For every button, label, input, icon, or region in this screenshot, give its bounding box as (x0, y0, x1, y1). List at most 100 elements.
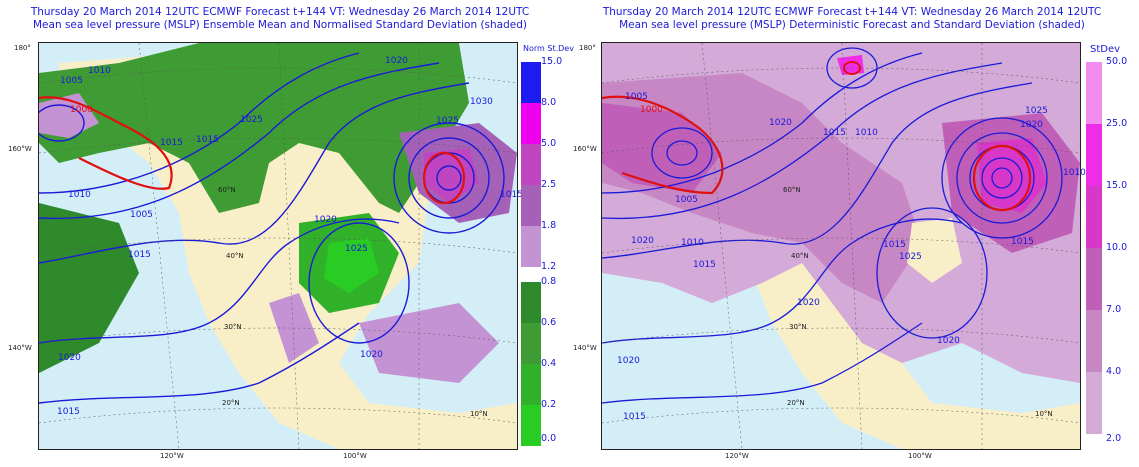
legend-swatch (521, 103, 541, 144)
isobar-1000-west (39, 96, 173, 190)
lat-label-180: 180° (579, 44, 596, 52)
isobar-label: 1015 (128, 250, 151, 260)
shade-green-bright (324, 238, 379, 293)
lat-label-160w: 160°W (8, 145, 32, 153)
shade-green-south (39, 203, 139, 373)
left-title-line2: Mean sea level pressure (MSLP) Ensemble … (33, 19, 527, 31)
isobar-label: 1020 (631, 236, 654, 246)
lat-label-140w: 140°W (573, 344, 597, 352)
isobar-label: 1015 (623, 412, 646, 422)
legend-tick: 15.0 (541, 56, 563, 67)
isobar-label-1000: 1000 (70, 105, 93, 115)
legend-swatch (521, 226, 541, 267)
legend-tick: 1.8 (541, 220, 557, 231)
isobar-label: 1015 (160, 138, 183, 148)
right-title-line2: Mean sea level pressure (MSLP) Determini… (619, 19, 1085, 31)
legend-tick: 0.0 (541, 433, 557, 444)
isobar-label: 1020 (769, 118, 792, 128)
legend-tick: 2.5 (541, 179, 557, 190)
isobar-label: 1010 (855, 128, 878, 138)
shade-green-north (39, 43, 469, 213)
legend-tick: 4.0 (1106, 366, 1122, 377)
lat-label-180: 180° (14, 44, 31, 52)
isobar-label: 1005 (625, 92, 648, 102)
grid-label-10n: 10°N (470, 410, 488, 418)
grid-label-40n: 40°N (791, 252, 809, 260)
right-title-line1: Thursday 20 March 2014 12UTC ECMWF Forec… (602, 6, 1102, 18)
legend-tick: 2.0 (1106, 433, 1122, 444)
isobar-label: 1015 (823, 128, 846, 138)
isobar-label: 1025 (345, 244, 368, 254)
shade-clear-gulf (907, 218, 962, 283)
isobar-label: 1010 (68, 190, 91, 200)
legend-swatch (1086, 310, 1102, 372)
legend-tick: 0.4 (541, 358, 557, 369)
legend-tick: 15.0 (1106, 180, 1128, 191)
isobar-label: 1010 (681, 238, 704, 248)
isobar-label: 1020 (385, 56, 408, 66)
isobar-label: 1015 (1011, 237, 1034, 247)
legend-swatch (1086, 248, 1102, 310)
isobar-label: 1015 (883, 240, 906, 250)
isobar-label: 1015 (57, 407, 80, 417)
lon-label-120w: 120°W (725, 452, 749, 460)
legend-tick: 5.0 (541, 138, 557, 149)
grid-label-20n: 20°N (222, 399, 240, 407)
legend-tick: 8.0 (541, 97, 557, 108)
isobar-label: 1015 (500, 190, 523, 200)
isobar-label: 1020 (797, 298, 820, 308)
right-legend-title: StDev (1090, 44, 1121, 55)
shade-stdev-high (602, 103, 722, 193)
legend-tick: 1.2 (541, 261, 557, 272)
lon-label-100w: 100°W (343, 452, 367, 460)
isobar-label: 1025 (436, 116, 459, 126)
isobar-label: 1025 (240, 115, 263, 125)
legend-tick: 50.0 (1106, 56, 1128, 67)
left-title-line1: Thursday 20 March 2014 12UTC ECMWF Forec… (30, 6, 530, 18)
isobar-label-1000: 1000 (640, 105, 663, 115)
lon-label-120w: 120°W (160, 452, 184, 460)
shade-purple-mexico (359, 303, 499, 383)
legend-swatch (521, 282, 541, 323)
isobar-label: 1005 (130, 210, 153, 220)
grid-label-30n: 30°N (789, 323, 807, 331)
isobar-label: 1020 (360, 350, 383, 360)
legend-swatch (1086, 372, 1102, 434)
left-legend-title: Norm St.Dev (523, 44, 574, 53)
shade-purple-core (424, 148, 479, 203)
legend-swatch (521, 405, 541, 446)
right-map (601, 42, 1081, 450)
isobar-1000-west (602, 95, 724, 195)
legend-swatch (1086, 124, 1102, 186)
legend-tick: 10.0 (1106, 242, 1128, 253)
isobar-label: 1020 (314, 215, 337, 225)
lat-label-140w: 140°W (8, 344, 32, 352)
isobar-label: 1010 (88, 66, 111, 76)
legend-swatch (521, 185, 541, 226)
lon-label-100w: 100°W (908, 452, 932, 460)
legend-swatch (521, 62, 541, 103)
isobar-1000-arctic (843, 61, 861, 75)
grid-label-20n: 20°N (787, 399, 805, 407)
legend-tick: 0.2 (541, 399, 557, 410)
legend-tick: 25.0 (1106, 118, 1128, 129)
isobar-label: 1020 (617, 356, 640, 366)
legend-swatch (1086, 62, 1102, 124)
isobar-1000-east (422, 151, 466, 205)
legend-swatch (1086, 186, 1102, 248)
isobar-label: 1020 (937, 336, 960, 346)
isobar-label: 1005 (675, 195, 698, 205)
legend-swatch (521, 364, 541, 405)
deterministic-panel: Thursday 20 March 2014 12UTC ECMWF Forec… (565, 0, 1139, 467)
legend-tick: 0.6 (541, 317, 557, 328)
isobar-label: 1015 (693, 260, 716, 270)
isobar-label: 1015 (196, 135, 219, 145)
isobar-label: 1030 (470, 97, 493, 107)
legend-tick: 0.8 (541, 276, 557, 287)
grid-label-60n: 60°N (783, 186, 801, 194)
left-map (38, 42, 518, 450)
grid-label-60n: 60°N (218, 186, 236, 194)
isobar-1000-east (972, 144, 1032, 212)
legend-tick: 7.0 (1106, 304, 1122, 315)
isobar-label: 1025 (1025, 106, 1048, 116)
